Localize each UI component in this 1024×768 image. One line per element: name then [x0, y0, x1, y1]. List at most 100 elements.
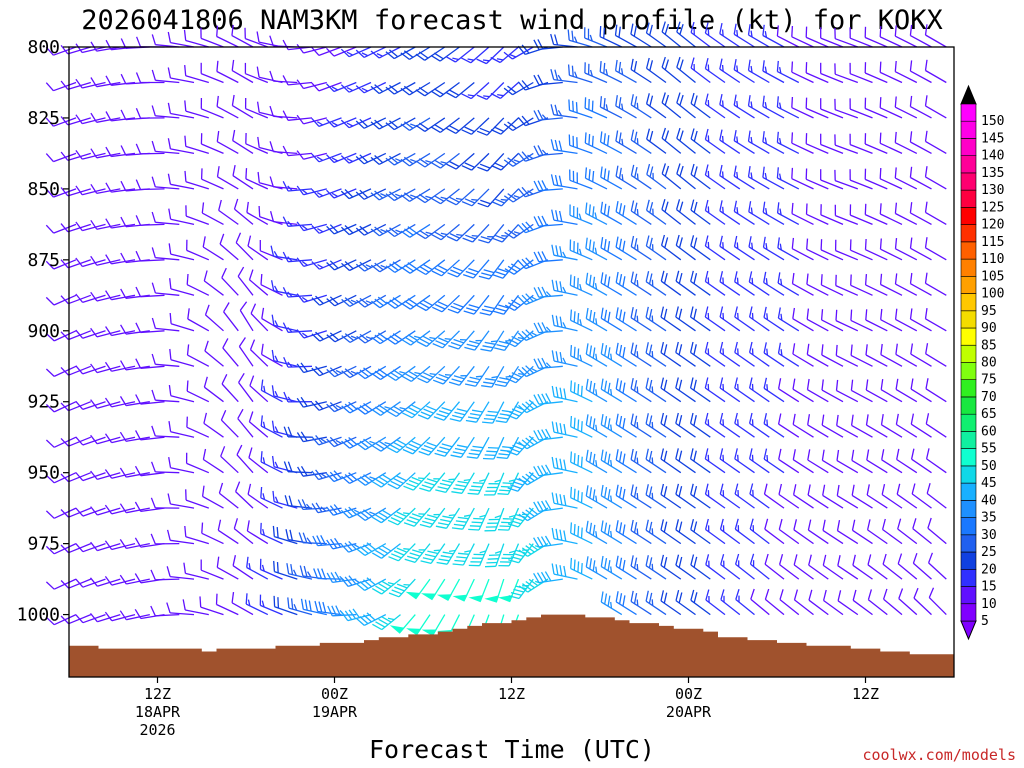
colorbar-segment: [960, 362, 977, 381]
wind-barb: [747, 24, 770, 48]
barb-feather: [610, 389, 613, 396]
barb-feather: [678, 272, 683, 284]
wind-barb: [551, 209, 578, 226]
barb-staff: [660, 387, 682, 403]
barb-feather: [481, 272, 492, 277]
wind-barb: [448, 330, 475, 350]
barb-feather: [507, 85, 517, 94]
wind-barb: [105, 254, 136, 265]
barb-staff: [645, 600, 667, 616]
barb-feather: [577, 454, 580, 466]
barb-feather: [835, 379, 839, 391]
barb-feather: [595, 424, 598, 432]
wind-barb: [705, 554, 726, 580]
barb-staff: [261, 353, 283, 367]
wind-barb: [484, 507, 505, 532]
wind-barb: [704, 306, 726, 332]
barb-feather: [480, 348, 492, 352]
barb-feather: [928, 587, 935, 598]
barb-feather: [366, 542, 376, 551]
wind-barb: [837, 555, 859, 580]
barb-feather: [299, 565, 304, 577]
barb-feather: [494, 514, 502, 519]
wind-barb: [75, 150, 106, 160]
barb-feather: [678, 450, 683, 462]
barb-feather: [580, 492, 583, 503]
barb-staff: [245, 108, 269, 119]
barb-feather: [545, 428, 552, 439]
barb-feather: [468, 267, 479, 273]
barb-feather: [400, 87, 410, 96]
wind-barb: [464, 365, 490, 387]
wind-barb: [600, 342, 623, 367]
barb-staff: [126, 542, 150, 550]
barb-feather: [660, 377, 665, 389]
wind-barb: [498, 543, 520, 567]
barb-feather: [502, 446, 513, 449]
wind-barb: [151, 317, 180, 332]
barb-feather: [521, 80, 530, 90]
barb-feather: [75, 257, 83, 267]
barb-feather: [679, 24, 684, 35]
barb-feather: [645, 484, 649, 495]
wind-barb: [169, 348, 195, 367]
wind-barb: [245, 168, 269, 190]
barb-feather: [296, 293, 305, 303]
barb-feather: [721, 64, 724, 72]
barb-feather: [441, 406, 453, 412]
barb-feather: [600, 555, 604, 567]
barb-staff: [319, 330, 342, 342]
barb-feather: [274, 426, 279, 433]
barb-staff: [247, 245, 269, 261]
barb-staff: [569, 109, 593, 119]
barb-staff: [879, 71, 903, 84]
barb-staff: [820, 249, 844, 261]
wind-barb: [599, 131, 623, 154]
barb-staff: [414, 543, 431, 563]
barb-feather: [511, 372, 522, 378]
barb-staff: [880, 248, 903, 261]
barb-feather: [415, 53, 426, 61]
barb-feather: [607, 453, 611, 465]
wind-barb: [646, 163, 667, 190]
barb-feather: [60, 615, 70, 625]
barb-feather: [315, 400, 324, 410]
wind-barb: [311, 294, 342, 306]
barb-staff: [630, 33, 652, 48]
wind-barb: [238, 372, 254, 403]
barb-staff: [763, 281, 785, 296]
barb-feather: [75, 543, 84, 553]
barb-staff: [645, 316, 667, 332]
barb-feather: [537, 180, 544, 191]
barb-staff: [273, 430, 298, 438]
x-tick-label: 12Z: [852, 685, 879, 703]
wind-barb: [416, 294, 446, 312]
barb-feather: [648, 415, 653, 427]
barb-feather: [315, 295, 324, 304]
barb-feather: [494, 479, 501, 483]
barb-feather: [344, 333, 354, 341]
barb-feather: [610, 601, 613, 609]
barb-feather: [518, 441, 528, 450]
barb-staff: [249, 279, 269, 296]
wind-barb: [482, 436, 505, 460]
wind-barb: [661, 163, 682, 190]
wind-barb: [236, 444, 254, 474]
barb-staff: [778, 493, 800, 509]
barb-staff: [186, 390, 210, 403]
wind-barb: [311, 259, 342, 270]
barb-feather: [269, 105, 274, 117]
barb-feather: [592, 418, 596, 430]
wind-barb: [484, 472, 505, 496]
barb-staff: [82, 259, 106, 268]
barb-feather: [374, 370, 385, 378]
barb-feather: [528, 399, 538, 408]
barb-feather: [764, 172, 768, 180]
barb-feather: [748, 412, 753, 424]
barb-feather: [791, 96, 794, 108]
wind-barb: [150, 605, 180, 617]
barb-staff: [185, 110, 209, 119]
wind-barb: [184, 170, 209, 190]
colorbar-segment: [960, 396, 977, 415]
barb-feather: [151, 353, 156, 365]
